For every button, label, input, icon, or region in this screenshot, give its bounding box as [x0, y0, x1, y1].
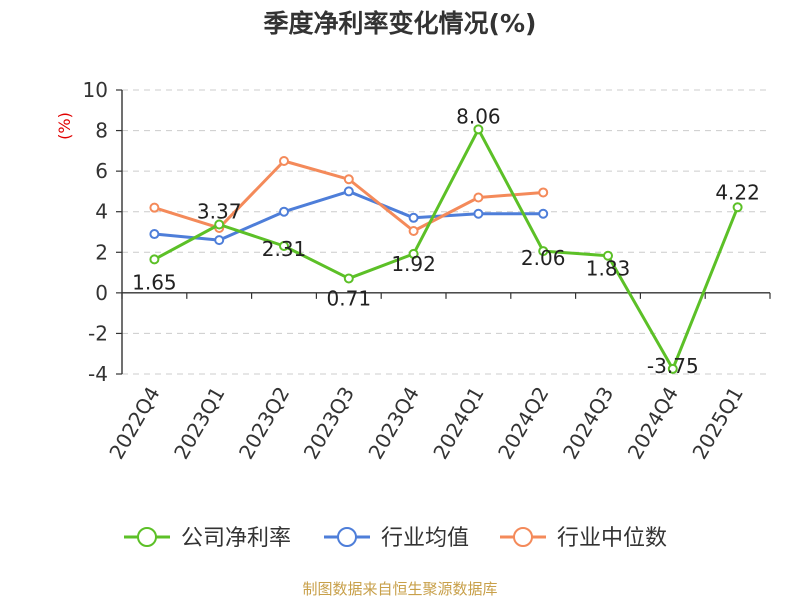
- y-tick-label: -2: [88, 321, 108, 345]
- legend: 公司净利率 行业均值 行业中位数: [124, 526, 667, 551]
- data-point: [538, 208, 549, 219]
- data-point: [149, 229, 160, 240]
- x-tick-label: 2023Q4: [363, 383, 423, 464]
- data-label: 0.71: [327, 286, 372, 310]
- data-labels: 1.65 3.37 2.31 0.71 1.92 8.06 2.06 1.83 -3.75 4.2…: [132, 104, 760, 378]
- y-tick-label: 8: [95, 119, 108, 143]
- legend-label: 行业均值: [381, 526, 469, 551]
- legend-label: 公司净利率: [181, 526, 291, 551]
- legend-swatch-marker: [337, 527, 357, 547]
- x-tick-label: 2024Q3: [558, 383, 618, 464]
- grid-lines: [122, 89, 770, 375]
- data-label: 2.31: [262, 237, 307, 261]
- data-point: [279, 156, 289, 166]
- data-point: [408, 212, 419, 223]
- data-point: [408, 248, 419, 259]
- data-label: -3.75: [647, 354, 699, 378]
- y-tick-label: 4: [95, 200, 108, 224]
- data-point: [473, 124, 484, 135]
- data-label: 4.22: [715, 180, 760, 204]
- data-label: 8.06: [456, 104, 501, 128]
- y-tick-label: -4: [88, 362, 108, 386]
- data-point: [149, 254, 160, 265]
- data-point: [343, 186, 354, 197]
- data-point: [538, 187, 549, 198]
- data-point: [343, 174, 354, 185]
- y-tick-label: 2: [95, 240, 108, 264]
- y-tick-label: 0: [95, 281, 108, 305]
- y-axis-label: (%): [55, 112, 74, 140]
- data-point: [279, 206, 289, 217]
- x-tick-label: 2024Q1: [428, 383, 488, 464]
- data-point: [149, 202, 160, 213]
- data-point: [732, 202, 743, 213]
- data-point: [343, 273, 354, 284]
- data-label: 2.06: [521, 246, 566, 270]
- data-label: 3.37: [197, 199, 242, 223]
- data-label: 1.65: [132, 270, 177, 294]
- x-tick-label: 2024Q2: [493, 383, 553, 464]
- legend-swatch-marker: [137, 527, 157, 547]
- x-tick-label: 2022Q4: [104, 383, 164, 464]
- chart-title: 季度净利率变化情况(%): [263, 9, 537, 38]
- data-point: [214, 219, 225, 230]
- data-point: [667, 363, 678, 374]
- x-tick-label: 2023Q1: [169, 383, 229, 464]
- x-tick-label: 2025Q1: [687, 383, 747, 464]
- series-line: [153, 127, 739, 371]
- x-tick-label: 2023Q2: [234, 383, 294, 464]
- data-source-note: 制图数据来自恒生聚源数据库: [302, 580, 498, 598]
- y-tick-label: 10: [83, 78, 108, 102]
- x-tick-label: 2024Q4: [623, 383, 683, 464]
- data-point: [473, 208, 484, 219]
- data-point: [538, 246, 549, 257]
- legend-label: 行业中位数: [557, 526, 667, 551]
- data-point: [408, 225, 419, 236]
- data-point: [603, 250, 613, 261]
- data-point: [214, 235, 225, 246]
- series-lines: [149, 124, 743, 374]
- x-tick-label: 2023Q3: [299, 383, 359, 464]
- data-label: 1.83: [586, 257, 631, 281]
- data-label: 1.92: [391, 252, 436, 276]
- y-tick-label: 6: [95, 159, 108, 183]
- legend-swatch-marker: [513, 527, 533, 547]
- data-point: [473, 192, 484, 203]
- data-point: [279, 240, 289, 251]
